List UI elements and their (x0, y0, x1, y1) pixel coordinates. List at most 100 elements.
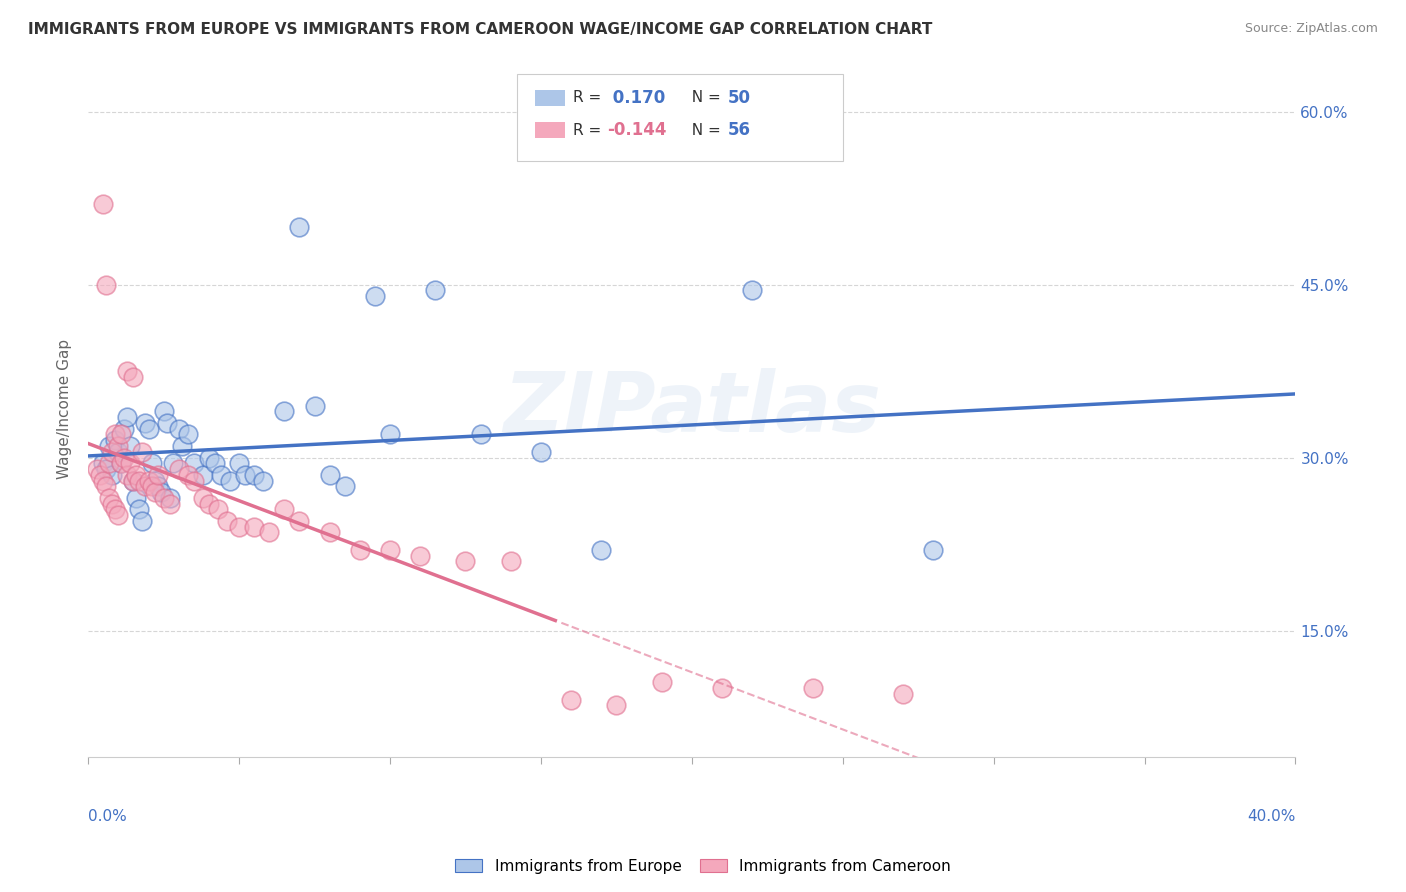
Point (152, 404, 174, 418)
Point (215, 514, 238, 528)
Point (349, 542, 371, 557)
Point (162, 456, 184, 470)
Point (177, 467, 200, 482)
Point (120, 456, 142, 470)
Point (91, 474, 114, 488)
Point (110, 456, 132, 470)
Point (204, 456, 226, 470)
Point (104, 434, 127, 448)
Point (122, 369, 145, 384)
Point (425, 283, 447, 297)
Point (233, 467, 256, 482)
Point (891, 687, 914, 701)
Point (122, 474, 145, 488)
Point (159, 497, 181, 511)
Point (191, 491, 214, 505)
Text: IMMIGRANTS FROM EUROPE VS IMMIGRANTS FROM CAMEROON WAGE/INCOME GAP CORRELATION C: IMMIGRANTS FROM EUROPE VS IMMIGRANTS FRO… (28, 22, 932, 37)
Text: -0.144: -0.144 (607, 121, 666, 139)
Point (107, 508, 129, 523)
Point (131, 444, 153, 458)
Point (530, 444, 553, 458)
Point (117, 410, 139, 425)
Point (156, 416, 179, 430)
Point (454, 554, 477, 568)
Text: Source: ZipAtlas.com: Source: ZipAtlas.com (1244, 22, 1378, 36)
Point (183, 456, 205, 470)
Point (107, 439, 129, 453)
Point (110, 456, 132, 470)
Point (922, 542, 945, 557)
Point (333, 479, 356, 493)
Point (219, 474, 242, 488)
Text: ZIPatlas: ZIPatlas (503, 368, 880, 449)
Point (378, 427, 401, 442)
Point (149, 485, 172, 500)
Point (191, 467, 214, 482)
Point (318, 525, 340, 540)
Point (252, 474, 274, 488)
Point (143, 485, 166, 500)
Point (801, 681, 824, 696)
Point (499, 554, 522, 568)
Text: 0.0%: 0.0% (89, 809, 127, 824)
Point (409, 549, 432, 563)
Point (364, 289, 387, 303)
Point (170, 439, 193, 453)
Point (591, 542, 613, 557)
Point (605, 698, 627, 713)
Point (152, 491, 174, 505)
Legend: Immigrants from Europe, Immigrants from Cameroon: Immigrants from Europe, Immigrants from … (449, 853, 957, 880)
Point (96, 479, 118, 493)
Point (117, 467, 139, 482)
Point (125, 467, 148, 482)
Point (98, 439, 121, 453)
Point (183, 474, 205, 488)
Point (167, 462, 190, 476)
Point (288, 219, 311, 234)
Point (128, 474, 150, 488)
Point (198, 450, 221, 465)
Text: R =: R = (574, 90, 606, 105)
Point (143, 474, 166, 488)
Point (104, 427, 127, 442)
Point (146, 479, 169, 493)
Point (96, 462, 118, 476)
Y-axis label: Wage/Income Gap: Wage/Income Gap (58, 338, 72, 479)
Point (146, 467, 169, 482)
Text: R =: R = (574, 122, 606, 137)
Point (117, 364, 139, 378)
Point (288, 514, 311, 528)
Point (159, 491, 181, 505)
Point (91, 456, 114, 470)
Point (120, 439, 142, 453)
Point (560, 692, 582, 706)
Point (243, 519, 266, 533)
Point (257, 525, 280, 540)
FancyBboxPatch shape (534, 122, 565, 137)
Point (198, 497, 221, 511)
Point (101, 497, 124, 511)
Point (131, 514, 153, 528)
Point (89, 467, 111, 482)
Point (177, 427, 200, 442)
Text: 0.170: 0.170 (607, 89, 665, 107)
Point (110, 427, 132, 442)
Point (101, 467, 124, 482)
Point (651, 675, 673, 690)
Point (138, 422, 160, 436)
Point (209, 467, 232, 482)
Point (318, 467, 340, 482)
Point (86, 462, 108, 476)
FancyBboxPatch shape (534, 90, 565, 105)
Point (107, 444, 129, 458)
Point (378, 542, 401, 557)
Point (243, 467, 266, 482)
Point (711, 681, 734, 696)
Point (125, 491, 148, 505)
Point (134, 416, 156, 430)
Point (98, 491, 121, 505)
Point (228, 456, 250, 470)
Point (141, 456, 163, 470)
Text: N =: N = (682, 90, 725, 105)
FancyBboxPatch shape (517, 73, 842, 161)
